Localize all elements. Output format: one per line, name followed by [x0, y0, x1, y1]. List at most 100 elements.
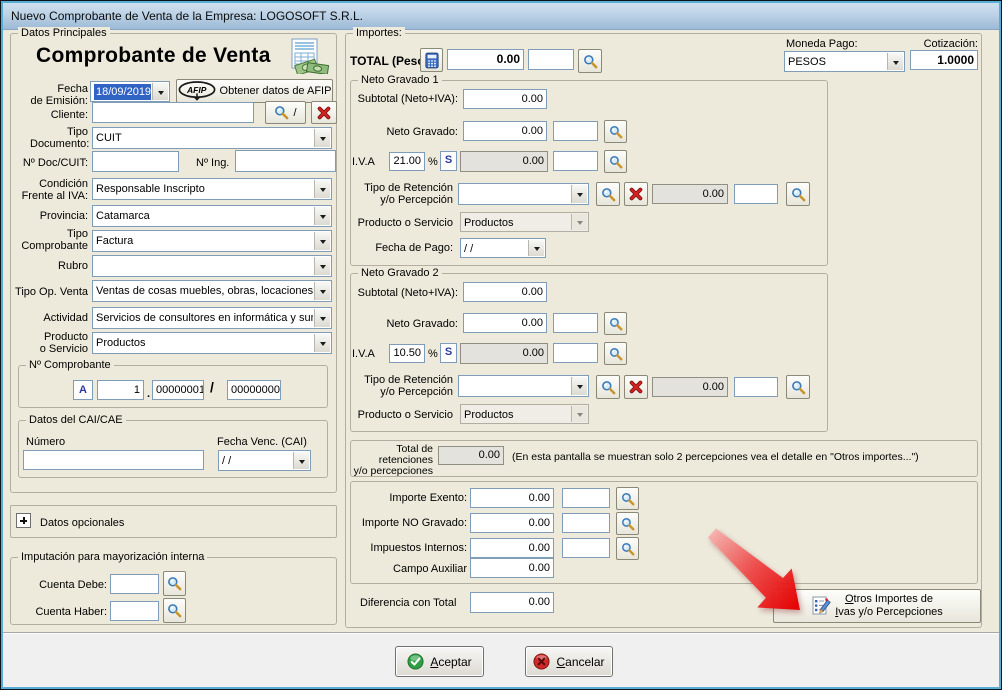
ng2-s-toggle[interactable]: S — [440, 343, 457, 363]
cuenta-debe-buscar-button[interactable] — [163, 571, 186, 596]
ng1-retencion-borrar-button[interactable] — [624, 182, 648, 206]
ng1-retencion-aux-input[interactable] — [734, 184, 778, 204]
ng1-fecha-pago-select[interactable]: / / — [460, 238, 546, 258]
importe-exento-aux-input[interactable] — [562, 488, 610, 508]
rubro-select[interactable] — [92, 255, 332, 277]
total-buscar-button[interactable] — [578, 49, 602, 73]
importe-no-gravado-input[interactable]: 0.00 — [470, 513, 554, 533]
ng2-retencion-buscar2-button[interactable] — [786, 375, 810, 399]
cotizacion-input[interactable]: 1.0000 — [910, 50, 978, 70]
cliente-borrar-button[interactable] — [311, 101, 337, 124]
ng2-iva-buscar-button[interactable] — [604, 342, 627, 365]
cliente-input[interactable] — [92, 102, 254, 123]
neto-gravado-2-group-label: Neto Gravado 2 — [358, 267, 442, 280]
ng1-s-toggle[interactable]: S — [440, 151, 457, 171]
ng2-retencion-value — [462, 378, 570, 395]
comprobante-numero2-input[interactable]: 00000000 — [227, 380, 281, 400]
importe-exento-label: Importe Exento: — [389, 492, 467, 504]
ng1-neto-input[interactable]: 0.00 — [463, 121, 547, 141]
title-bar[interactable]: Nuevo Comprobante de Venta de la Empresa… — [3, 3, 999, 30]
dropdown-arrow-icon[interactable] — [314, 334, 330, 352]
dropdown-arrow-icon[interactable] — [314, 207, 330, 225]
nro-doc-input[interactable] — [92, 151, 179, 172]
dropdown-arrow-icon[interactable] — [887, 53, 903, 70]
ng2-iva-aux-input[interactable] — [553, 343, 598, 363]
dropdown-arrow-icon[interactable] — [571, 185, 587, 203]
ng1-subtotal-input[interactable]: 0.00 — [463, 89, 547, 109]
ng2-retencion-buscar-button[interactable] — [596, 375, 620, 399]
dropdown-arrow-icon[interactable] — [314, 309, 330, 327]
dropdown-arrow-icon[interactable] — [314, 180, 330, 198]
search-icon — [601, 380, 616, 395]
ng1-neto-aux-input[interactable] — [553, 121, 598, 141]
ng1-iva-buscar-button[interactable] — [604, 150, 627, 173]
cliente-buscar-button[interactable]: / — [265, 101, 306, 124]
otros-importes-button[interactable]: Otros Importes de Ivas y/o Percepciones — [773, 589, 981, 623]
tipo-documento-value: CUIT — [96, 132, 122, 144]
ng1-iva-aux-input[interactable] — [553, 151, 598, 171]
diferencia-input[interactable]: 0.00 — [470, 592, 554, 613]
campo-auxiliar-input[interactable]: 0.00 — [470, 558, 554, 578]
datos-opcionales-expander[interactable] — [10, 505, 337, 538]
ng1-retencion-buscar-button[interactable] — [596, 182, 620, 206]
dropdown-arrow-icon[interactable] — [528, 240, 544, 256]
ng1-iva-rate-input[interactable]: 21.00 — [389, 152, 425, 171]
cancelar-button-label: Cancelar — [556, 654, 605, 669]
dropdown-arrow-icon[interactable] — [314, 232, 330, 250]
moneda-pago-select[interactable]: PESOS — [784, 51, 905, 72]
cai-numero-input[interactable] — [23, 450, 204, 470]
ng1-retencion-buscar2-button[interactable] — [786, 182, 810, 206]
comprobante-numero-input[interactable]: 00000001 — [152, 380, 204, 400]
importe-no-gravado-buscar-button[interactable] — [616, 512, 639, 535]
datos-principales-group-label: Datos Principales — [18, 27, 110, 40]
search-icon — [583, 54, 598, 69]
impuestos-internos-aux-input[interactable] — [562, 538, 610, 558]
provincia-select[interactable]: Catamarca — [92, 205, 332, 227]
cuenta-debe-input[interactable] — [110, 574, 159, 594]
ng2-iva-rate-input[interactable]: 10.50 — [389, 344, 425, 363]
aceptar-button[interactable]: Aceptar — [395, 646, 484, 677]
tipo-comprobante-select[interactable]: Factura — [92, 230, 332, 252]
fecha-emision-select[interactable]: 18/09/2019 — [90, 81, 170, 102]
impuestos-internos-input[interactable]: 0.00 — [470, 538, 554, 558]
nro-ing-input[interactable] — [235, 150, 336, 172]
dropdown-arrow-icon[interactable] — [314, 257, 330, 275]
obtener-datos-afip-button[interactable]: AFIP Obtener datos de AFIP — [176, 79, 333, 103]
ng2-retencion-aux-input[interactable] — [734, 377, 778, 397]
ng2-retencion-select[interactable] — [458, 375, 589, 397]
comprobante-letra-input[interactable]: A — [73, 380, 93, 400]
cancelar-button[interactable]: Cancelar — [525, 646, 613, 677]
dropdown-arrow-icon[interactable] — [314, 282, 330, 300]
ng2-subtotal-input[interactable]: 0.00 — [463, 282, 547, 302]
actividad-select[interactable]: Servicios de consultores en informática … — [92, 307, 332, 329]
dropdown-arrow-icon[interactable] — [314, 129, 330, 147]
ng2-retencion-borrar-button[interactable] — [624, 375, 648, 399]
dropdown-arrow-icon[interactable] — [293, 452, 309, 469]
tipo-documento-select[interactable]: CUIT — [92, 127, 332, 149]
ng2-neto-aux-input[interactable] — [553, 313, 598, 333]
importe-exento-input[interactable]: 0.00 — [470, 488, 554, 508]
condicion-iva-select[interactable]: Responsable Inscripto — [92, 178, 332, 200]
datos-opcionales-label: Datos opcionales — [40, 517, 125, 529]
expand-plus-icon[interactable] — [16, 513, 31, 528]
ng2-neto-buscar-button[interactable] — [604, 312, 627, 335]
ng1-retencion-select[interactable] — [458, 183, 589, 205]
importe-exento-buscar-button[interactable] — [616, 487, 639, 510]
ng1-neto-buscar-button[interactable] — [604, 120, 627, 143]
importe-no-gravado-aux-input[interactable] — [562, 513, 610, 533]
tipo-op-venta-select[interactable]: Ventas de cosas muebles, obras, locacion… — [92, 280, 332, 302]
window-title: Nuevo Comprobante de Venta de la Empresa… — [11, 9, 363, 23]
cai-fecha-venc-select[interactable]: / / — [218, 450, 311, 471]
dropdown-arrow-icon[interactable] — [571, 377, 587, 395]
impuestos-internos-buscar-button[interactable] — [616, 537, 639, 560]
dropdown-arrow-icon[interactable] — [152, 83, 168, 100]
nro-comprobante-group-label: Nº Comprobante — [26, 359, 114, 372]
calculadora-button[interactable] — [420, 48, 443, 72]
cuenta-haber-buscar-button[interactable] — [163, 598, 186, 623]
cuenta-haber-input[interactable] — [110, 601, 159, 621]
total-input[interactable]: 0.00 — [447, 49, 524, 70]
producto-servicio-select[interactable]: Productos — [92, 332, 332, 354]
ng2-neto-input[interactable]: 0.00 — [463, 313, 547, 333]
comprobante-punto-venta-input[interactable]: 1 — [97, 380, 144, 400]
total-aux-input[interactable] — [528, 49, 574, 70]
